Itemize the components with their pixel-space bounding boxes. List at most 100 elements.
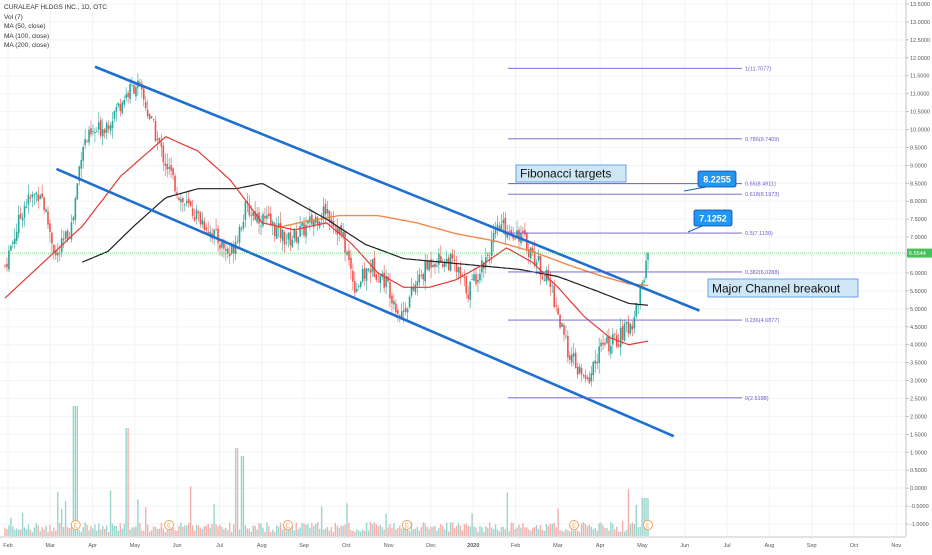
- price-tick-label: 4.0000: [910, 343, 927, 349]
- earnings-marker: [643, 520, 653, 530]
- candle-body: [271, 221, 274, 225]
- candle-body: [289, 232, 292, 246]
- candle-body: [174, 175, 176, 192]
- candle-body: [123, 100, 126, 105]
- volume-bar: [633, 524, 636, 536]
- price-tick-label: 7.0000: [910, 235, 927, 241]
- candle-body: [72, 217, 75, 221]
- volume-bar: [537, 528, 540, 536]
- volume-bar: [543, 530, 546, 536]
- candle-body: [293, 228, 296, 239]
- candle-body: [64, 231, 67, 239]
- volume-bar: [592, 529, 594, 536]
- price-tick-label: 7.5000: [910, 217, 927, 223]
- earnings-marker-label: E: [646, 524, 650, 530]
- volume-bar: [74, 406, 77, 536]
- candle-body: [88, 129, 90, 143]
- candle-body: [326, 209, 329, 214]
- volume-bar: [350, 530, 352, 536]
- candle-body: [512, 235, 514, 239]
- candle-body: [133, 85, 135, 94]
- volume-bar: [557, 508, 559, 536]
- volume-bar: [549, 523, 551, 536]
- volume-bar: [201, 529, 204, 536]
- volume-bar: [332, 531, 335, 536]
- candle-body: [279, 222, 282, 239]
- channel-breakout-box-text: Major Channel breakout: [712, 282, 841, 296]
- candle-body: [422, 273, 425, 280]
- volume-bar: [236, 448, 239, 536]
- candle-body: [629, 323, 632, 334]
- fib-level-label: 0.65(8.4911): [745, 182, 776, 188]
- ma50-label: MA (50, close): [4, 23, 46, 30]
- volume-bar: [602, 525, 604, 536]
- candle-body: [168, 167, 170, 169]
- volume-bar: [610, 522, 612, 536]
- candle-body: [410, 286, 413, 296]
- volume-bar: [279, 522, 282, 536]
- candle-body: [76, 183, 79, 200]
- price-tick-label: -1.0000: [910, 522, 929, 528]
- price-tick-label: -0.5000: [910, 504, 929, 510]
- candle-body: [490, 240, 493, 257]
- volume-bar: [162, 528, 165, 536]
- candle-body: [508, 231, 511, 233]
- candle-body: [66, 230, 69, 241]
- candle-body: [330, 219, 333, 223]
- volume-bar: [584, 524, 587, 536]
- candle-body: [178, 197, 180, 201]
- candle-body: [131, 84, 133, 86]
- volume-bar: [100, 529, 102, 536]
- candle-body: [221, 240, 223, 248]
- candle-body: [610, 346, 612, 354]
- volume-bar: [60, 509, 63, 536]
- candle-body: [150, 116, 153, 119]
- volume-bar: [494, 524, 497, 536]
- candle-body: [348, 250, 350, 261]
- volume-bar: [221, 526, 223, 536]
- volume-bar: [223, 529, 225, 536]
- candle-body: [164, 163, 167, 166]
- candle-body: [148, 114, 151, 120]
- candle-body: [273, 223, 276, 237]
- candle-body: [199, 212, 202, 225]
- price-tick-label: 0.5000: [910, 468, 927, 474]
- candle-body: [322, 206, 325, 218]
- earnings-marker-label: E: [572, 524, 576, 530]
- price-tick-label: 0.0000: [910, 486, 927, 492]
- volume-bar: [412, 529, 415, 536]
- volume-bar: [619, 531, 622, 536]
- volume-bar: [363, 530, 366, 536]
- price-tick-label: 9.0000: [910, 163, 927, 169]
- volume-bar: [637, 527, 639, 536]
- volume-bar: [92, 528, 94, 536]
- volume-bar: [39, 531, 41, 536]
- volume-bar: [402, 523, 405, 536]
- volume-bar: [422, 522, 424, 536]
- volume-bar: [80, 531, 82, 536]
- candle-body: [234, 242, 237, 255]
- volume-bar: [447, 531, 450, 536]
- price-tick-label: 11.5000: [910, 74, 929, 80]
- volume-bar: [528, 529, 530, 536]
- candle-body: [232, 244, 235, 254]
- volume-bar: [4, 527, 6, 536]
- volume-bar: [231, 531, 233, 536]
- candle-body: [275, 226, 278, 239]
- volume-bar: [62, 526, 65, 536]
- candle-body: [502, 219, 505, 224]
- volume-bar: [389, 523, 391, 536]
- last-price-tag: [907, 248, 932, 258]
- candle-body: [408, 296, 411, 308]
- candle-body: [504, 217, 507, 236]
- volume-bar: [254, 525, 256, 536]
- volume-bar: [166, 529, 168, 536]
- volume-bar: [53, 527, 55, 536]
- candle-body: [434, 263, 436, 268]
- volume-bar: [375, 524, 378, 536]
- volume-bar: [522, 523, 524, 536]
- candle-body: [395, 303, 397, 313]
- candle-body: [389, 281, 391, 299]
- volume-bar: [49, 524, 51, 536]
- candle-body: [373, 257, 376, 277]
